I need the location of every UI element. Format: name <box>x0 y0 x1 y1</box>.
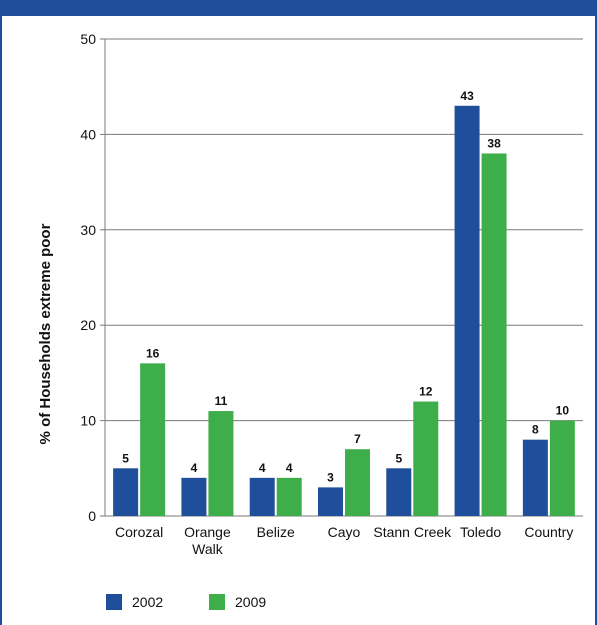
y-tick-label: 20 <box>80 317 96 333</box>
y-tick-label: 10 <box>80 413 96 429</box>
bar-2002 <box>318 487 343 516</box>
y-tick-label: 40 <box>80 126 96 142</box>
bar-2002 <box>113 468 139 516</box>
bars <box>113 105 575 517</box>
data-label: 11 <box>215 394 228 408</box>
y-tick-label: 0 <box>88 508 96 524</box>
legend-swatch-2009 <box>209 594 225 610</box>
bar-2002 <box>522 439 548 516</box>
legend: 2002 2009 <box>106 594 266 610</box>
data-label: 12 <box>419 385 433 399</box>
bar-2002 <box>386 468 412 516</box>
top-bar <box>0 0 597 16</box>
data-label: 5 <box>395 451 402 465</box>
category-label: Corozal <box>115 524 163 540</box>
legend-swatch-2002 <box>106 594 122 610</box>
data-label: 16 <box>146 346 160 360</box>
bar-2009 <box>208 411 234 516</box>
bar-2009 <box>140 363 166 516</box>
data-label: 8 <box>532 423 539 437</box>
data-label: 5 <box>122 451 129 465</box>
bar-2009 <box>413 401 439 516</box>
data-label: 38 <box>487 136 501 150</box>
y-tick-label: 50 <box>80 31 96 47</box>
bar-2009 <box>276 477 302 516</box>
bar-2009 <box>481 153 507 517</box>
bar-2009 <box>345 449 370 516</box>
category-label: Cayo <box>328 524 361 540</box>
data-label: 4 <box>191 461 198 475</box>
legend-label: 2009 <box>235 594 266 610</box>
category-label: Orange Walk <box>184 524 231 557</box>
data-label: 10 <box>556 404 570 418</box>
y-tick-label: 30 <box>80 222 96 238</box>
data-label: 4 <box>259 461 266 475</box>
category-label: Toledo <box>460 524 501 540</box>
category-label: Stann Creek <box>373 524 452 540</box>
data-label: 3 <box>327 470 334 484</box>
legend-label: 2002 <box>132 594 163 610</box>
y-axis-label: % of Households extreme poor <box>37 223 54 444</box>
bar-2009 <box>549 420 575 516</box>
data-label: 7 <box>354 432 361 446</box>
category-labels: Corozal Orange Walk Belize Cayo Stann Creek To… <box>115 524 573 557</box>
grid-lines <box>105 38 583 422</box>
bar-2002 <box>181 477 207 516</box>
bar-2002 <box>454 105 480 516</box>
data-label: 43 <box>460 89 474 103</box>
category-label: Country <box>524 524 573 540</box>
data-label: 4 <box>286 461 293 475</box>
bar-2002 <box>249 477 275 516</box>
category-label: Belize <box>257 524 295 540</box>
